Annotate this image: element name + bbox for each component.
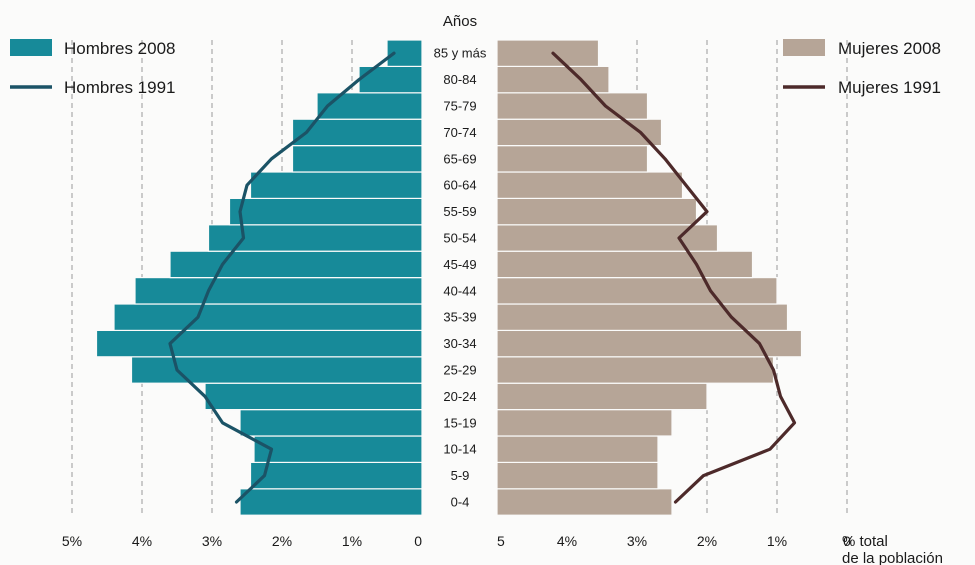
age-label-40-44: 40-44 <box>443 283 476 298</box>
line-hombres-1991 <box>168 51 396 504</box>
age-label-65-69: 65-69 <box>443 151 476 166</box>
bar-mujeres-2008-20-24 <box>496 382 708 411</box>
bar-hombres-2008-75-79 <box>316 92 423 120</box>
bar-hombres-2008-25-29 <box>130 356 423 384</box>
age-label-80-84: 80-84 <box>443 72 476 87</box>
x-tick-left-4: 4% <box>132 533 152 549</box>
age-label-45-49: 45-49 <box>443 257 476 272</box>
age-label-10-14: 10-14 <box>443 442 476 457</box>
x-tick-left-1: 1% <box>342 533 362 549</box>
age-label-85-y-más: 85 y más <box>434 46 487 61</box>
x-tick-left-0: 0 <box>414 533 422 549</box>
bar-mujeres-2008-65-69 <box>496 145 649 173</box>
age-label-35-39: 35-39 <box>443 310 476 325</box>
age-label-60-64: 60-64 <box>443 178 476 193</box>
bar-mujeres-2008-85-y-más <box>496 39 600 67</box>
age-label-70-74: 70-74 <box>443 125 476 140</box>
age-label-55-59: 55-59 <box>443 204 476 219</box>
age-label-75-79: 75-79 <box>443 99 476 114</box>
bar-hombres-2008-40-44 <box>134 277 423 305</box>
bar-mujeres-2008-80-84 <box>496 65 610 94</box>
age-label-30-34: 30-34 <box>443 336 476 351</box>
bar-mujeres-2008-0-4 <box>496 488 673 516</box>
x-axis-title-line-1: % total <box>842 533 888 550</box>
x-tick-right-0: 5 <box>497 533 505 549</box>
line-layer <box>168 51 797 504</box>
bar-mujeres-2008-25-29 <box>496 356 775 384</box>
x-tick-right-5: 0 <box>843 533 851 549</box>
bar-hombres-2008-65-69 <box>291 145 423 173</box>
x-tick-right-2: 3% <box>627 533 647 549</box>
bar-hombres-2008-55-59 <box>228 197 423 226</box>
legend: Hombres 2008 Hombres 1991 Mujeres 2008 M… <box>10 39 941 97</box>
bar-mujeres-2008-55-59 <box>496 197 698 226</box>
bar-hombres-2008-45-49 <box>169 250 423 279</box>
x-tick-left-3: 3% <box>202 533 222 549</box>
age-label-15-19: 15-19 <box>443 415 476 430</box>
bar-mujeres-2008-15-19 <box>496 409 673 437</box>
bar-mujeres-2008-75-79 <box>496 92 649 120</box>
legend-swatch-hombres-2008 <box>10 39 52 56</box>
bar-hombres-2008-60-64 <box>249 171 423 199</box>
bar-hombres-2008-30-34 <box>95 329 423 358</box>
bar-hombres-2008-0-4 <box>239 488 423 516</box>
bar-mujeres-2008-45-49 <box>496 250 754 279</box>
bar-hombres-2008-50-54 <box>207 224 423 252</box>
bar-hombres-2008-80-84 <box>358 65 423 94</box>
bar-mujeres-2008-40-44 <box>496 277 778 305</box>
bar-mujeres-2008-35-39 <box>496 303 789 331</box>
line-mujeres-1991 <box>551 51 797 504</box>
bar-hombres-2008-5-9 <box>249 461 423 490</box>
bar-mujeres-2008-10-14 <box>496 435 659 463</box>
age-label-20-24: 20-24 <box>443 389 476 404</box>
x-tick-left-2: 2% <box>272 533 292 549</box>
bar-hombres-2008-35-39 <box>113 303 423 331</box>
bar-hombres-2008-15-19 <box>239 409 423 437</box>
x-tick-right-4: 1% <box>767 533 787 549</box>
legend-label-mujeres-1991: Mujeres 1991 <box>838 78 941 97</box>
x-axis-title-line-2: de la población <box>842 550 943 565</box>
legend-label-mujeres-2008: Mujeres 2008 <box>838 39 941 58</box>
legend-label-hombres-1991: Hombres 1991 <box>64 78 176 97</box>
bar-mujeres-2008-5-9 <box>496 461 659 490</box>
bar-mujeres-2008-70-74 <box>496 118 663 147</box>
age-label-25-29: 25-29 <box>443 363 476 378</box>
age-label-5-9: 5-9 <box>451 468 470 483</box>
age-axis-title: Años <box>443 13 477 30</box>
x-tick-right-3: 2% <box>697 533 717 549</box>
bar-hombres-2008-10-14 <box>253 435 423 463</box>
bar-mujeres-2008-30-34 <box>496 329 803 358</box>
bar-hombres-2008-20-24 <box>204 382 423 411</box>
legend-swatch-mujeres-2008 <box>783 39 825 56</box>
x-tick-right-1: 4% <box>557 533 577 549</box>
legend-label-hombres-2008: Hombres 2008 <box>64 39 176 58</box>
label-layer: Años % total de la población 0-4 5-9 10-14… <box>62 13 943 565</box>
age-label-0-4: 0-4 <box>451 495 470 510</box>
bar-mujeres-2008-60-64 <box>496 171 684 199</box>
age-label-50-54: 50-54 <box>443 231 476 246</box>
x-tick-left-5: 5% <box>62 533 82 549</box>
